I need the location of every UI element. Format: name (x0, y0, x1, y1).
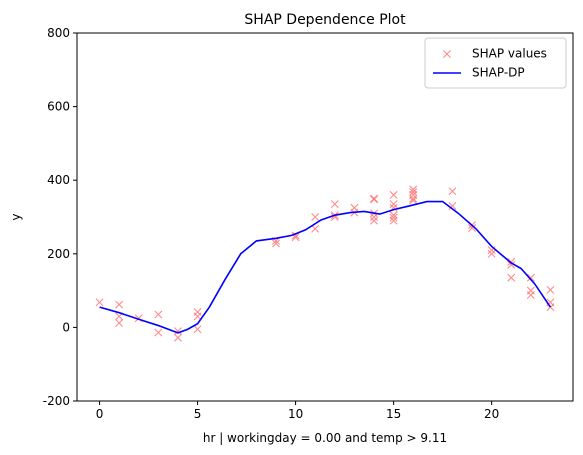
shap-value-point (389, 216, 398, 225)
x-axis-label: hr | workingday = 0.00 and temp > 9.11 (203, 431, 447, 445)
shap-value-point (193, 325, 202, 334)
shap-value-point (526, 291, 535, 300)
shap-value-point (468, 224, 477, 233)
shap-value-point (546, 285, 555, 294)
shap-value-point (370, 213, 379, 221)
x-tick-label: 0 (96, 407, 104, 421)
shap-value-point (389, 200, 398, 209)
shap-value-point (115, 300, 124, 309)
legend-scatter-marker (443, 50, 451, 58)
shap-value-point (95, 298, 104, 307)
shap-value-point (448, 187, 457, 196)
shap-value-point (173, 333, 182, 342)
y-axis: -200 0 200 400 600 800 (43, 26, 77, 408)
shap-value-point (330, 200, 339, 209)
shap-value-point (370, 195, 379, 204)
x-tick-label: 10 (288, 407, 303, 421)
x-tick-label: 5 (194, 407, 202, 421)
shap-dp-line (99, 200, 552, 334)
shap-value-point (526, 273, 535, 282)
legend: SHAP values SHAP-DP (424, 37, 567, 89)
shap-value-point (173, 327, 182, 336)
shap-value-point (311, 213, 320, 221)
shap-value-point (507, 260, 516, 269)
y-tick-label: 400 (47, 173, 70, 187)
x-tick-label: 20 (484, 407, 499, 421)
shap-value-point (487, 249, 496, 258)
x-axis: 0 5 10 15 20 (96, 401, 499, 421)
shap-value-point (409, 187, 418, 196)
y-tick-label: 0 (62, 320, 70, 334)
shap-value-point (154, 328, 163, 337)
y-tick-label: -200 (43, 394, 70, 408)
y-tick-label: 600 (47, 100, 70, 114)
shap-value-point (154, 310, 163, 319)
shap-value-point (507, 273, 516, 282)
plot-frame (76, 32, 574, 402)
x-tick-label: 15 (386, 407, 401, 421)
legend-box (424, 37, 567, 89)
shap-value-point (443, 50, 451, 58)
y-tick-label: 800 (47, 26, 70, 40)
shap-value-point (115, 318, 124, 327)
chart-title: SHAP Dependence Plot (244, 12, 406, 28)
shap-value-point (193, 312, 202, 321)
legend-label-shap-dp: SHAP-DP (472, 66, 525, 80)
y-tick-label: 200 (47, 247, 70, 261)
shap-value-point (370, 216, 379, 225)
shap-value-point (409, 196, 418, 205)
shap-value-point (389, 213, 398, 222)
shap-value-point (311, 224, 320, 233)
legend-label-shap-values: SHAP values (472, 47, 547, 61)
shap-value-point (409, 194, 418, 203)
y-axis-label: y (9, 213, 23, 220)
shap-value-point (271, 239, 280, 248)
shap-value-point (389, 190, 398, 199)
shap-value-point (448, 201, 457, 210)
